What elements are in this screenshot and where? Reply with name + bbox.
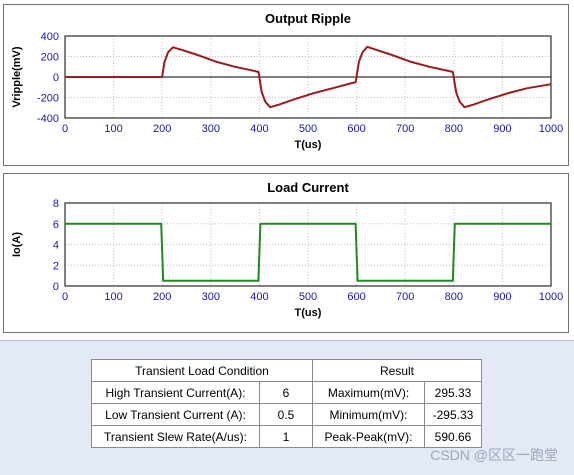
low-current-value[interactable]: 0.5 <box>259 403 313 426</box>
x-tick-label: 900 <box>493 291 511 303</box>
result-header: Result <box>312 359 482 382</box>
x-tick-label: 700 <box>396 123 414 135</box>
y-tick-label: 400 <box>41 31 59 43</box>
x-tick-label: 700 <box>396 291 414 303</box>
x-tick-label: 600 <box>347 123 365 135</box>
output-ripple-panel: Output Ripple 0 100 200 300 400 500 600 700 800 90… <box>3 4 569 166</box>
x-tick-label: 200 <box>153 123 171 135</box>
table-header-row: Transient Load Condition Result <box>91 359 482 382</box>
slew-rate-label: Transient Slew Rate(A/us): <box>91 425 260 448</box>
y-tick-label: -400 <box>37 113 59 125</box>
x-tick-label: 200 <box>153 291 171 303</box>
minimum-value: -295.33 <box>424 403 482 426</box>
y-axis-label: Vripple(mV) <box>11 46 23 107</box>
output-ripple-chart: Output Ripple 0 100 200 300 400 500 600 700 800 90… <box>11 11 563 151</box>
peak-peak-label: Peak-Peak(mV): <box>312 425 425 448</box>
x-tick-label: 900 <box>493 123 511 135</box>
x-tick-label: 800 <box>445 291 463 303</box>
results-area: Transient Load Condition Result High Tra… <box>0 340 574 475</box>
x-tick-label: 300 <box>202 291 220 303</box>
y-tick-label: 8 <box>53 198 59 210</box>
results-table: Transient Load Condition Result High Tra… <box>91 359 482 448</box>
chart-title: Load Current <box>267 180 349 195</box>
x-tick-label: 400 <box>250 123 268 135</box>
table-row: Transient Slew Rate(A/us): 1 Peak-Peak(m… <box>91 425 482 448</box>
minimum-label: Minimum(mV): <box>312 403 425 426</box>
series-line <box>65 222 551 282</box>
y-tick-label: 4 <box>53 240 59 252</box>
y-tick-label: -200 <box>37 93 59 105</box>
y-axis-label: Io(A) <box>11 232 23 257</box>
y-tick-label: 6 <box>53 219 59 231</box>
slew-rate-value[interactable]: 1 <box>259 425 313 448</box>
x-tick-label: 1000 <box>539 123 563 135</box>
load-current-chart: Load Current 0 100 200 300 400 500 600 700 800 900… <box>11 180 563 319</box>
x-tick-label: 1000 <box>539 291 563 303</box>
maximum-value: 295.33 <box>424 381 482 404</box>
high-current-label: High Transient Current(A): <box>91 381 260 404</box>
x-tick-label: 0 <box>62 291 68 303</box>
y-tick-label: 200 <box>41 52 59 64</box>
x-tick-label: 500 <box>299 291 317 303</box>
plot-frame <box>64 202 552 287</box>
table-row: Low Transient Current (A): 0.5 Minimum(m… <box>91 403 482 426</box>
x-tick-label: 100 <box>104 291 122 303</box>
x-tick-label: 0 <box>62 123 68 135</box>
x-tick-label: 600 <box>347 291 365 303</box>
chart-title: Output Ripple <box>265 11 351 26</box>
condition-header: Transient Load Condition <box>91 359 313 382</box>
y-tick-label: 2 <box>53 260 59 272</box>
x-tick-label: 400 <box>250 291 268 303</box>
maximum-label: Maximum(mV): <box>312 381 425 404</box>
x-axis-label: T(us) <box>295 307 322 319</box>
y-tick-label: 0 <box>53 281 59 293</box>
series-line <box>65 45 552 109</box>
x-tick-label: 300 <box>202 123 220 135</box>
load-current-panel: Load Current 0 100 200 300 400 500 600 700 800 900… <box>3 173 569 333</box>
low-current-label: Low Transient Current (A): <box>91 403 260 426</box>
y-tick-label: 0 <box>53 72 59 84</box>
x-tick-label: 100 <box>104 123 122 135</box>
table-row: High Transient Current(A): 6 Maximum(mV)… <box>91 381 482 404</box>
watermark: CSDN @区区一跑堂 <box>430 447 558 463</box>
x-axis-label: T(us) <box>295 139 322 151</box>
x-tick-label: 500 <box>299 123 317 135</box>
peak-peak-value: 590.66 <box>424 425 482 448</box>
high-current-value[interactable]: 6 <box>259 381 313 404</box>
x-tick-label: 800 <box>445 123 463 135</box>
